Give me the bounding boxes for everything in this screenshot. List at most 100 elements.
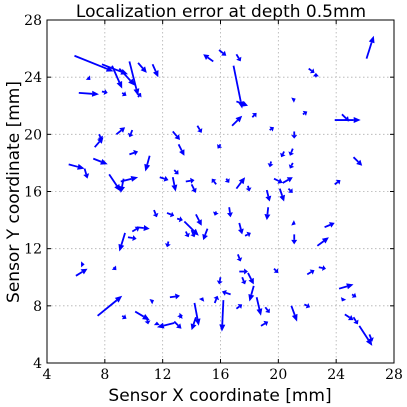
arrow-head [190,232,196,238]
error-arrow [169,293,180,300]
arrow-head [248,294,255,302]
arrow-shaft [74,54,108,70]
arrow-shaft [290,305,296,316]
error-arrow [235,177,246,190]
error-arrow [144,155,151,172]
arrow-shaft [78,91,93,95]
arrow-head [190,323,197,331]
arrow-shaft [173,169,177,173]
arrow-shaft [225,178,228,181]
arrow-shaft [290,162,294,166]
error-arrow [165,241,171,248]
arrow-head [198,297,205,302]
arrow-shaft [68,163,79,168]
arrow-shaft [213,180,217,185]
arrow-shaft [129,151,135,156]
arrow-head [219,324,226,332]
arrow-shaft [146,155,151,165]
error-arrow [159,175,169,182]
arrow-head [191,228,199,236]
error-arrow [108,173,121,192]
arrow-head [252,112,257,118]
arrow-head [309,68,315,74]
error-arrow [267,161,274,168]
arrow-head [121,314,127,320]
arrow-shaft [127,236,133,239]
arrow-shaft [302,112,305,116]
error-arrow [131,226,140,233]
arrow-shaft [318,266,323,269]
error-arrow [324,222,335,229]
error-arrow [291,97,296,103]
arrow-head [335,179,341,185]
error-arrow [152,209,159,218]
error-arrow [219,300,226,332]
error-arrow [280,151,286,158]
error-arrow [269,126,274,132]
arrow-shaft [225,291,231,296]
arrow-shaft [232,65,242,102]
error-arrow [247,272,254,285]
error-arrow [176,216,183,223]
error-arrow [231,115,243,127]
arrow-shaft [121,315,125,318]
arrow-shaft [316,240,325,247]
arrow-head [241,101,248,107]
error-arrow [308,67,315,74]
arrow-head [100,159,108,165]
arrow-head [118,243,125,252]
arrow-layer [68,35,375,346]
arrow-head [130,176,139,182]
arrow-head [77,163,85,170]
x-tick-label: 4 [43,367,52,383]
arrow-shaft [218,49,224,54]
arrow-shaft [273,268,277,272]
error-arrow [236,100,248,107]
arrow-head [179,149,185,156]
y-tick-label: 4 [33,356,42,372]
arrow-head [178,216,183,223]
arrow-head [169,211,175,218]
arrow-head [171,184,178,192]
arrow-shaft [131,228,137,233]
arrow-head [309,269,315,275]
arrow-head [235,115,243,123]
arrow-shaft [153,209,157,215]
arrow-head [305,303,311,309]
arrow-shaft [244,233,249,237]
arrow-shaft [193,302,199,320]
arrow-head [197,128,203,133]
arrow-head [269,126,274,132]
error-arrow [251,112,257,118]
error-arrow [193,302,201,326]
error-arrow [227,207,233,218]
arrow-head [288,151,294,156]
arrow-shaft [265,189,270,197]
error-arrow [213,211,219,216]
error-arrow [68,163,85,170]
error-arrow [303,303,311,309]
y-tick-label: 20 [24,127,42,143]
error-arrow [81,261,85,268]
arrow-shaft [192,316,197,325]
arrow-shaft [177,143,183,152]
arrow-shaft [221,300,225,325]
arrow-head [114,184,121,192]
arrow-shaft [120,232,126,246]
error-arrow [173,320,182,329]
arrow-head [351,292,357,298]
error-arrow [120,176,139,183]
arrow-shaft [287,188,291,192]
error-arrow [173,169,179,175]
x-tick-label: 16 [212,367,230,383]
error-arrow [255,297,263,316]
arrow-shaft [94,141,101,148]
error-arrow [195,213,202,226]
y-tick-label: 8 [33,299,42,315]
arrow-head [153,321,160,326]
arrow-head [279,194,285,202]
error-arrow [115,127,126,136]
arrow-shaft [171,177,176,186]
arrow-head [340,297,347,302]
arrow-shaft [236,100,244,105]
